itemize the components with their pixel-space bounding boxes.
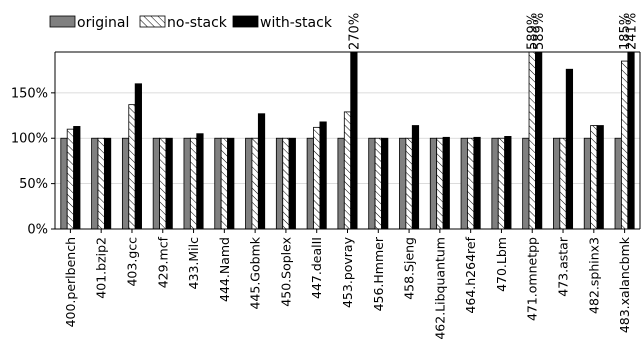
bar-no-stack-429.mcf bbox=[159, 137, 167, 229]
bar-original-444.Namd bbox=[214, 137, 222, 229]
y-tick-label: 0% bbox=[27, 223, 48, 238]
axes bbox=[51, 51, 641, 233]
x-tick-label: 400.perlbench bbox=[63, 237, 78, 327]
legend-label-with-stack: with-stack bbox=[260, 15, 333, 31]
bar-no-stack-444.Namd bbox=[220, 137, 228, 229]
bar-original-403.gcc bbox=[121, 137, 130, 229]
bar-original-462.Libquantum bbox=[429, 137, 438, 229]
bar-no-stack-458.Sjeng bbox=[405, 137, 413, 229]
tick-labels: 0% 50% 100% 150% 400.perlbench 401.bzip2 403.g… bbox=[11, 86, 632, 339]
x-tick-label: 471.omnetpp bbox=[525, 237, 540, 321]
bar-no-stack-470.Lbm bbox=[497, 137, 506, 229]
bar-with-stack-470.Lbm bbox=[504, 136, 512, 229]
x-tick-label: 429.mcf bbox=[155, 236, 170, 288]
legend-swatch-no-stack bbox=[139, 15, 166, 28]
bar-with-stack-444.Namd bbox=[227, 137, 235, 229]
legend-label-original: original bbox=[77, 15, 129, 31]
x-tick-label: 403.gcc bbox=[124, 237, 139, 287]
bar-with-stack-429.mcf bbox=[165, 137, 173, 229]
x-tick-label: 445.Gobmk bbox=[248, 236, 263, 309]
bar-no-stack-445.Gobmk bbox=[251, 137, 259, 229]
bar-with-stack-464.h264ref bbox=[473, 136, 481, 229]
bar-no-stack-482.sphinx3 bbox=[590, 125, 598, 229]
bar-original-400.perlbench bbox=[60, 137, 68, 229]
bar-no-stack-456.Hmmer bbox=[374, 137, 382, 229]
bar-original-483.xalancbmk bbox=[614, 137, 622, 229]
bar-original-429.mcf bbox=[152, 137, 160, 229]
bar-with-stack-453.povray bbox=[350, 52, 358, 229]
y-tick-label: 150% bbox=[11, 86, 48, 101]
bar-with-stack-447.dealII bbox=[319, 121, 327, 229]
bar-original-473.astar bbox=[553, 137, 561, 229]
bar-original-482.sphinx3 bbox=[583, 137, 592, 229]
x-tick-label: 401.bzip2 bbox=[94, 237, 109, 299]
bar-original-401.bzip2 bbox=[91, 137, 99, 229]
bar-no-stack-450.Soplex bbox=[282, 137, 290, 229]
overflow-value-label: 589% bbox=[526, 13, 541, 50]
bar-with-stack-473.astar bbox=[565, 68, 574, 229]
overflow-value-label: 185% bbox=[618, 13, 633, 50]
bar-original-471.omnetpp bbox=[522, 137, 530, 229]
bar-with-stack-483.xalancbmk bbox=[627, 52, 635, 229]
bar-with-stack-450.Soplex bbox=[288, 137, 296, 229]
bar-with-stack-401.bzip2 bbox=[103, 137, 112, 229]
overflow-value-label: 241% bbox=[625, 13, 640, 50]
overflow-value-label: 270% bbox=[347, 13, 362, 50]
bar-with-stack-462.Libquantum bbox=[442, 136, 450, 229]
x-tick-label: 482.sphinx3 bbox=[586, 237, 601, 314]
x-tick-label: 473.astar bbox=[556, 236, 571, 297]
bar-original-447.dealII bbox=[306, 137, 314, 229]
x-tick-label: 462.Libquantum bbox=[432, 237, 447, 340]
legend-swatch-original bbox=[49, 15, 76, 28]
bar-original-433.Milc bbox=[183, 137, 191, 229]
bar-with-stack-458.Sjeng bbox=[411, 125, 420, 229]
bar-no-stack-433.Milc bbox=[189, 137, 198, 229]
bar-no-stack-401.bzip2 bbox=[97, 137, 105, 229]
bar-with-stack-445.Gobmk bbox=[257, 113, 266, 229]
bar-no-stack-403.gcc bbox=[128, 104, 136, 229]
overflow-labels: 270% 589%589% 185%241% bbox=[347, 13, 639, 50]
x-tick-label: 458.Sjeng bbox=[402, 237, 417, 300]
bar-with-stack-400.perlbench bbox=[73, 126, 81, 229]
bar-with-stack-456.Hmmer bbox=[381, 137, 389, 229]
bar-with-stack-433.Milc bbox=[196, 133, 204, 229]
bar-no-stack-462.Libquantum bbox=[436, 137, 444, 229]
bar-original-458.Sjeng bbox=[399, 137, 407, 229]
x-tick-label: 464.h264ref bbox=[463, 236, 478, 313]
x-tick-label: 450.Soplex bbox=[278, 237, 293, 307]
bar-no-stack-483.xalancbmk bbox=[621, 60, 629, 229]
bar-with-stack-471.omnetpp bbox=[535, 52, 543, 229]
legend-label-no-stack: no-stack bbox=[167, 15, 228, 31]
x-tick-label: 444.Namd bbox=[217, 237, 232, 302]
y-tick-label: 100% bbox=[11, 132, 48, 147]
overflow-value-label: 589% bbox=[532, 13, 547, 50]
bar-no-stack-473.astar bbox=[559, 137, 567, 229]
bar-original-456.Hmmer bbox=[368, 137, 376, 229]
bar-no-stack-464.h264ref bbox=[467, 137, 475, 229]
bars bbox=[60, 52, 635, 229]
x-tick-label: 433.Milc bbox=[186, 237, 201, 290]
bar-original-470.Lbm bbox=[491, 137, 499, 229]
bar-no-stack-447.dealII bbox=[313, 126, 321, 229]
x-tick-label: 447.dealII bbox=[309, 237, 324, 299]
x-tick-label: 456.Hmmer bbox=[371, 236, 386, 311]
bar-original-453.povray bbox=[337, 137, 345, 229]
bar-original-445.Gobmk bbox=[245, 137, 253, 229]
x-tick-label: 483.xalancbmk bbox=[617, 236, 632, 333]
bar-with-stack-482.sphinx3 bbox=[596, 125, 604, 229]
x-tick-label: 470.Lbm bbox=[494, 237, 509, 292]
bar-with-stack-403.gcc bbox=[134, 83, 142, 229]
bar-original-464.h264ref bbox=[460, 137, 468, 229]
x-tick-label: 453.povray bbox=[340, 236, 355, 308]
bar-no-stack-453.povray bbox=[343, 111, 352, 229]
y-tick-label: 50% bbox=[19, 177, 48, 192]
bar-original-450.Soplex bbox=[275, 137, 284, 229]
legend: original no-stack with-stack bbox=[49, 15, 333, 31]
bar-no-stack-471.omnetpp bbox=[528, 52, 536, 229]
legend-swatch-with-stack bbox=[232, 15, 259, 28]
bar-no-stack-400.perlbench bbox=[66, 128, 74, 229]
